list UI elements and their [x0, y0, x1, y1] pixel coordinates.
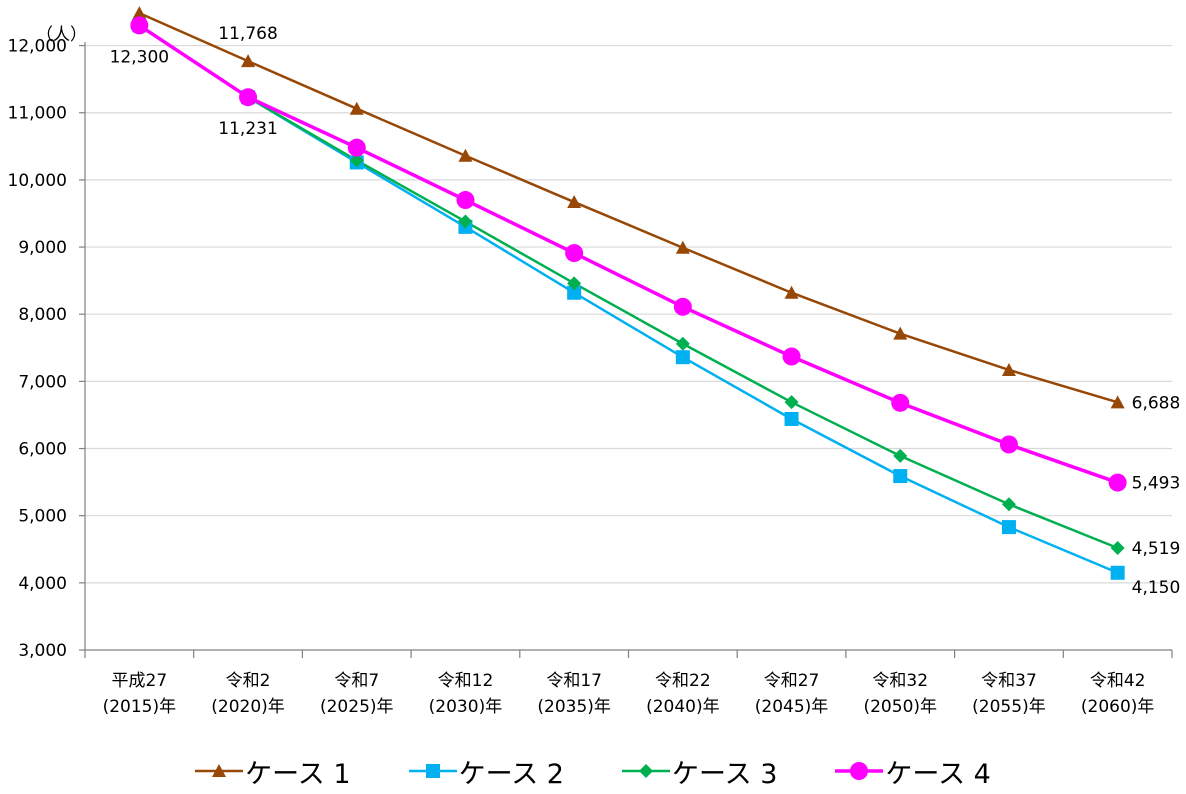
data-point-series-4 [565, 244, 584, 263]
data-point-series-1 [1110, 395, 1125, 409]
data-point-series-3 [784, 395, 799, 410]
data-label: 5,493 [1132, 474, 1181, 494]
legend-swatch-series-4 [835, 762, 884, 780]
data-point-series-3 [675, 336, 690, 351]
y-tick-label: 7,000 [18, 372, 67, 392]
legend-swatch-series-2 [408, 764, 457, 778]
legend-item-series-2: ケース 2 [408, 752, 564, 791]
x-tick-label: 令和17 (2035)年 [537, 671, 611, 717]
data-point-series-2 [675, 350, 690, 365]
data-point-series-4 [1108, 473, 1127, 492]
series-line-3 [138, 24, 1119, 550]
y-tick-label: 5,000 [18, 507, 67, 527]
data-point-series-4 [347, 138, 366, 157]
data-point-series-2 [893, 469, 908, 484]
data-point-series-4 [673, 297, 692, 316]
chart-labels: 12,48311,76812,30011,2316,6885,4934,5194… [110, 24, 1181, 598]
y-tick-label: 11,000 [8, 104, 67, 124]
data-point-series-3 [893, 448, 908, 463]
data-point-series-3 [1110, 540, 1125, 555]
data-point-series-4 [782, 347, 801, 366]
legend-swatch-series-1 [195, 764, 244, 777]
data-point-series-1 [241, 54, 256, 68]
data-point-series-4 [239, 88, 258, 107]
y-tick-label: 8,000 [18, 305, 67, 325]
y-tick-label: 6,000 [18, 440, 67, 460]
data-label: 4,519 [1132, 539, 1181, 559]
data-point-series-2 [784, 411, 799, 426]
data-point-series-3 [567, 276, 582, 291]
x-tick-label: 令和2 (2020)年 [211, 671, 285, 717]
data-point-series-4 [456, 191, 475, 210]
data-label: 11,768 [218, 24, 277, 44]
legend-item-series-4: ケース 4 [835, 752, 991, 791]
y-tick-label: 12,000 [8, 37, 67, 57]
data-point-series-3 [458, 214, 473, 229]
legend-label: ケース 2 [458, 758, 564, 790]
data-point-series-3 [349, 153, 364, 168]
data-label: 6,688 [1132, 393, 1181, 413]
legend-swatch-series-3 [622, 764, 670, 778]
chart-legend: ケース 1 ケース 2 ケース 3 ケース 4 [0, 748, 1186, 794]
data-point-series-1 [132, 6, 147, 20]
data-point-series-4 [130, 16, 149, 35]
data-label: 11,231 [218, 119, 277, 139]
x-tick-label: 令和37 (2055)年 [972, 671, 1046, 717]
series-lines [138, 11, 1119, 574]
data-point-series-1 [458, 148, 473, 162]
x-tick-label: 令和27 (2045)年 [755, 671, 829, 717]
series-markers [130, 6, 1127, 580]
data-point-series-1 [784, 285, 799, 299]
legend-label: ケース 3 [672, 758, 778, 790]
y-tick-label: 4,000 [18, 574, 67, 594]
data-label: 12,300 [110, 47, 169, 67]
y-axis-unit-label: （人） [36, 25, 87, 45]
data-point-series-4 [891, 393, 910, 412]
data-point-series-1 [675, 240, 690, 254]
x-tick-label: 令和12 (2030)年 [429, 671, 503, 717]
x-tick-label: 平成27 (2015)年 [103, 671, 177, 717]
x-tick-label: 令和32 (2050)年 [863, 671, 937, 717]
legend-label: ケース 1 [245, 758, 351, 790]
x-tick-label: 令和22 (2040)年 [646, 671, 720, 717]
data-point-series-1 [893, 326, 908, 340]
y-tick-label: 10,000 [8, 171, 67, 191]
legend-item-series-1: ケース 1 [195, 752, 351, 791]
data-point-series-1 [349, 101, 364, 115]
data-point-series-2 [1001, 520, 1016, 535]
series-line-2 [138, 24, 1119, 574]
y-tick-label: 9,000 [18, 238, 67, 258]
data-point-series-2 [1110, 565, 1125, 580]
legend-item-series-3: ケース 3 [622, 752, 777, 791]
series-line-4 [138, 23, 1119, 485]
data-point-series-2 [567, 285, 582, 300]
axes: 3,000 4,000 5,000 6,000 7,000 8,000 9,000 10,00… [8, 25, 1173, 717]
x-tick-label: 令和42 (2060)年 [1081, 671, 1155, 717]
data-point-series-3 [1001, 497, 1016, 512]
data-label: 4,150 [1132, 578, 1181, 598]
data-point-series-1 [567, 195, 582, 209]
legend-label: ケース 4 [885, 758, 991, 790]
line-chart: 3,000 4,000 5,000 6,000 7,000 8,000 9,000 10,00… [8, 6, 1181, 717]
y-tick-label: 3,000 [18, 641, 67, 661]
series-line-1 [138, 11, 1119, 404]
data-point-series-1 [1001, 362, 1016, 376]
data-point-series-4 [999, 435, 1018, 454]
x-tick-label: 令和7 (2025)年 [320, 671, 394, 717]
